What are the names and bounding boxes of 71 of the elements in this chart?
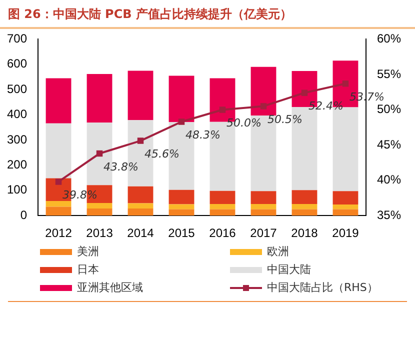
legend-label: 亚洲其他区域 — [77, 280, 143, 295]
point — [301, 90, 308, 96]
bar — [128, 208, 154, 216]
bar — [128, 186, 154, 204]
point — [260, 103, 267, 110]
y2-tick-label: 40% — [376, 172, 402, 187]
point — [96, 150, 103, 157]
y-tick-label: 200 — [6, 158, 28, 172]
x-tick-label: 2016 — [209, 226, 236, 240]
y2-tick-label: 55% — [376, 66, 402, 81]
bar — [250, 191, 276, 204]
point — [178, 118, 185, 125]
bar — [210, 204, 236, 210]
bar — [292, 190, 318, 204]
point — [55, 178, 62, 185]
y-tick-label: 400 — [6, 107, 28, 122]
bar — [250, 66, 276, 116]
y-tick-label: 100 — [6, 182, 28, 197]
bar — [168, 76, 194, 122]
bar — [46, 78, 72, 124]
bar — [86, 74, 112, 123]
bar — [168, 209, 194, 216]
y-tick-label: 0 — [20, 208, 28, 222]
data-label: 50.0% — [226, 116, 262, 130]
legend-label: 中国大陆占比（RHS） — [267, 280, 378, 295]
bar — [250, 209, 276, 216]
legend-label: 欧洲 — [267, 244, 289, 259]
data-label: 52.4% — [308, 100, 344, 113]
bar — [332, 191, 358, 205]
x-tick-label: 2012 — [45, 226, 72, 240]
bar — [292, 204, 318, 210]
x-tick-label: 2017 — [250, 226, 278, 240]
point — [219, 106, 226, 113]
bar — [46, 200, 72, 207]
bar — [292, 209, 318, 216]
x-tick-label: 2014 — [127, 226, 154, 240]
x-tick-label: 2015 — [168, 226, 196, 240]
bar — [86, 203, 112, 209]
y-tick-label: 700 — [6, 32, 28, 46]
data-label: 50.5% — [267, 113, 302, 126]
bar — [46, 206, 72, 216]
data-label: 45.6% — [144, 148, 180, 161]
y-tick-label: 500 — [6, 82, 28, 96]
y2-tick-label: 50% — [376, 102, 402, 116]
x-tick-label: 2013 — [86, 226, 114, 240]
bar — [210, 190, 236, 204]
y2-tick-label: 35% — [376, 208, 402, 222]
y-tick-label: 300 — [6, 132, 28, 146]
bar — [332, 204, 358, 210]
legend-label: 中国大陆 — [267, 262, 311, 277]
bar — [128, 203, 154, 209]
bar — [250, 204, 276, 210]
data-label: 48.3% — [186, 128, 220, 142]
bar — [332, 209, 358, 216]
bar — [168, 190, 194, 204]
y-tick-label: 600 — [6, 56, 28, 71]
data-label: 43.8% — [104, 160, 138, 174]
chart-title: 图 26：中国大陆 PCB 产值占比持续提升（亿美元） — [0, 0, 415, 29]
x-tick-label: 2019 — [332, 226, 360, 240]
legend-label: 日本 — [77, 262, 99, 277]
legend-label: 美洲 — [77, 244, 99, 259]
bar — [210, 209, 236, 216]
y2-tick-label: 45% — [376, 137, 402, 152]
point — [342, 80, 349, 87]
bar — [46, 123, 72, 178]
y2-tick-label: 60% — [376, 32, 402, 46]
bar — [128, 70, 154, 120]
point — [137, 138, 144, 144]
x-tick-label: 2018 — [291, 226, 318, 240]
bar — [86, 208, 112, 216]
bar — [168, 204, 194, 210]
